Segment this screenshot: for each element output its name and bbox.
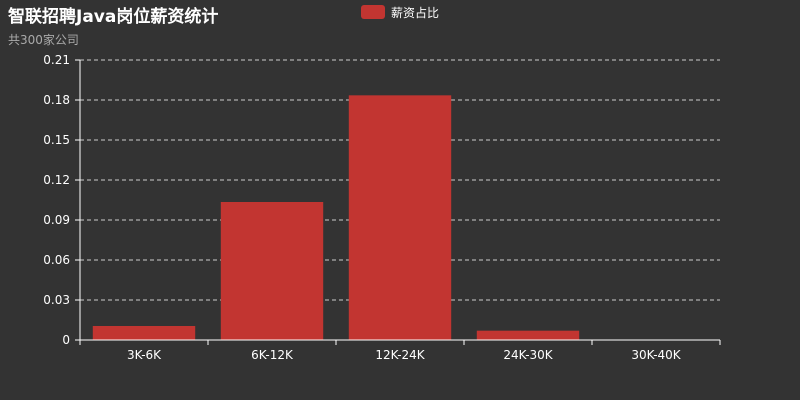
bar-24k-30k[interactable] <box>476 330 580 340</box>
y-tick-labels: 0 0.03 0.06 0.09 0.12 0.15 0.18 0.21 <box>43 53 70 347</box>
x-tick-labels: 3K-6K 6K-12K 12K-24K 24K-30K 30K-40K <box>127 348 682 362</box>
y-tick-label: 0 <box>62 333 70 347</box>
bar-12k-24k[interactable] <box>348 95 452 340</box>
y-tick-label: 0.09 <box>43 213 70 227</box>
chart-subtitle: 共300家公司 <box>8 32 79 47</box>
axes <box>75 59 721 345</box>
x-tick-label: 6K-12K <box>251 348 294 362</box>
x-tick-label: 3K-6K <box>127 348 162 362</box>
y-tick-label: 0.03 <box>43 293 70 307</box>
x-tick-label: 30K-40K <box>631 348 681 362</box>
chart-title: 智联招聘Java岗位薪资统计 <box>8 6 218 27</box>
y-tick-label: 0.06 <box>43 253 70 267</box>
bars <box>92 95 580 340</box>
x-tick-label: 24K-30K <box>503 348 553 362</box>
grid-lines <box>80 59 720 301</box>
y-tick-label: 0.12 <box>43 173 70 187</box>
bar-6k-12k[interactable] <box>220 202 324 340</box>
x-tick-label: 12K-24K <box>375 348 425 362</box>
y-tick-label: 0.15 <box>43 133 70 147</box>
legend-swatch[interactable] <box>361 5 385 19</box>
legend[interactable]: 薪资占比 <box>361 5 439 20</box>
y-tick-label: 0.18 <box>43 93 70 107</box>
legend-label[interactable]: 薪资占比 <box>391 5 439 20</box>
y-tick-label: 0.21 <box>43 53 70 67</box>
bar-3k-6k[interactable] <box>92 326 196 340</box>
